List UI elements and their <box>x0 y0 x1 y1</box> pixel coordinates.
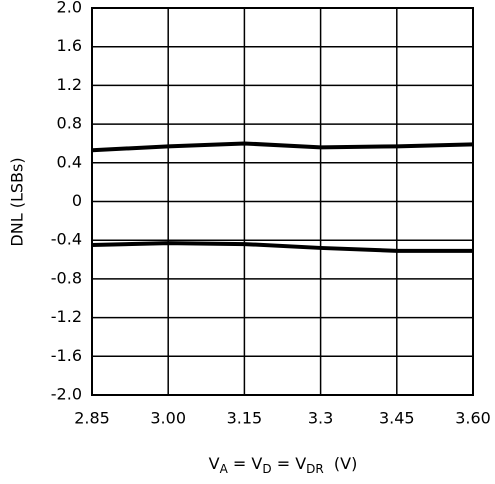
y-tick-label: -1.2 <box>51 307 82 326</box>
y-tick-label: -0.8 <box>51 268 82 287</box>
y-tick-label: 0.4 <box>57 152 82 171</box>
data-line <box>91 241 473 253</box>
x-tick-label: 3.60 <box>455 409 491 428</box>
x-tick-label: 3.15 <box>227 409 263 428</box>
y-tick-label: 2.0 <box>57 0 82 17</box>
x-label-part: (V) <box>324 454 358 473</box>
x-tick-label: 3.00 <box>150 409 186 428</box>
data-line <box>91 141 474 153</box>
x-label-part: = V <box>228 454 263 473</box>
y-tick-label: -1.6 <box>51 346 82 365</box>
y-tick-label: -0.4 <box>51 230 82 249</box>
y-tick-label: 1.2 <box>57 75 82 94</box>
y-axis-label: DNL (LSBs) <box>8 157 27 246</box>
x-label-sub: A <box>220 462 229 476</box>
x-label-part: V <box>209 454 220 473</box>
y-tick-label: 0 <box>72 191 82 210</box>
plot-frame <box>91 7 474 396</box>
x-label-sub: DR <box>306 462 324 476</box>
x-tick-label: 3.45 <box>379 409 415 428</box>
x-tick-label: 2.85 <box>74 409 110 428</box>
y-tick-label: 0.8 <box>57 114 82 133</box>
y-tick-label: -2.0 <box>51 385 82 404</box>
x-axis-label: VA = VD = VDR (V) <box>209 454 358 476</box>
y-tick-label: 1.6 <box>57 36 82 55</box>
x-label-sub: D <box>262 462 271 476</box>
x-tick-label: 3.3 <box>308 409 333 428</box>
x-label-part: = V <box>272 454 307 473</box>
